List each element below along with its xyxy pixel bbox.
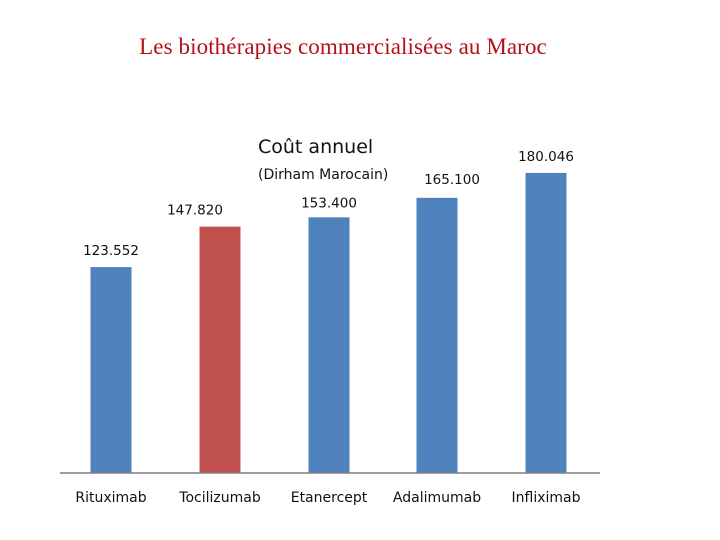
slide-title: Les biothérapies commercialisées au Maro… [139,34,547,59]
chart-title: Coût annuel [258,136,374,158]
bar-rituximab [90,267,132,473]
bar-infliximab [525,172,567,473]
data-label-adalimumab: 165.100 [424,172,480,188]
bar-tocilizumab [199,226,241,473]
data-label-infliximab: 180.046 [518,149,574,165]
bar-etanercept [308,217,350,473]
category-label-tocilizumab: Tocilizumab [178,490,261,506]
data-label-rituximab: 123.552 [83,243,139,259]
category-label-etanercept: Etanercept [291,490,368,506]
chart-subtitle: (Dirham Marocain) [258,167,389,183]
category-label-infliximab: Infliximab [512,490,581,506]
category-label-rituximab: Rituximab [75,490,146,506]
data-label-etanercept: 153.400 [301,195,357,211]
bar-adalimumab [416,197,458,474]
category-label-adalimumab: Adalimumab [393,490,481,506]
data-label-tocilizumab: 147.820 [167,203,223,219]
